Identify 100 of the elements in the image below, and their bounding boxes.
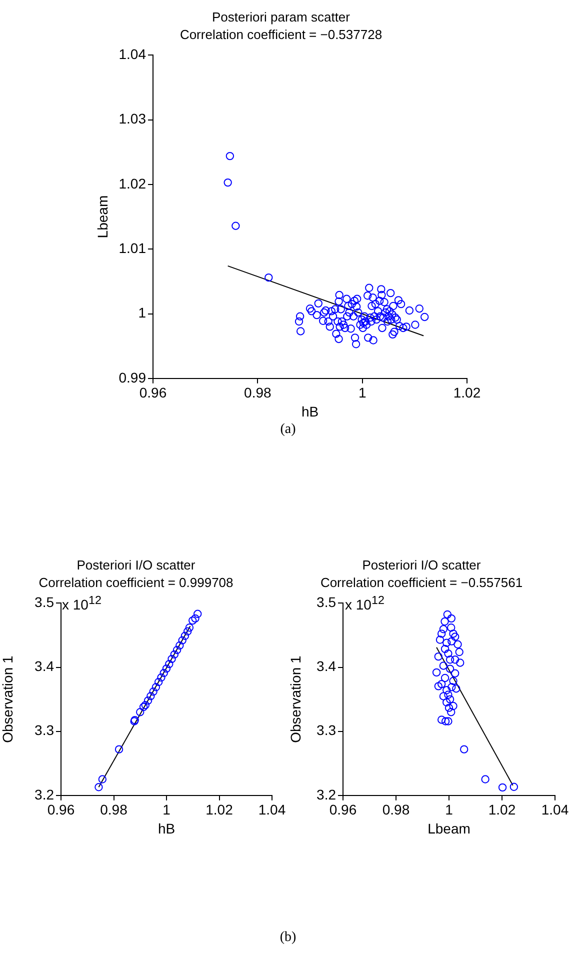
point [444, 704, 454, 712]
point [446, 695, 454, 704]
y-tick-label: 3.3 [316, 722, 336, 738]
point [191, 614, 200, 623]
point [449, 702, 458, 710]
point [449, 676, 458, 686]
point [149, 688, 158, 696]
point [168, 654, 176, 664]
point [447, 614, 456, 623]
x-tick-label: 1.02 [488, 802, 516, 818]
y-tick-label: 1.03 [118, 110, 146, 127]
point [152, 683, 160, 692]
point [437, 630, 446, 638]
point [448, 637, 456, 646]
y-tick-label: 3.5 [34, 594, 54, 610]
x-tick-label: 0.96 [329, 802, 357, 818]
x-tick-label: 0.98 [100, 802, 128, 818]
x-tick-label: 1 [358, 384, 366, 401]
x-tick-label: 0.96 [139, 384, 167, 401]
point [98, 775, 107, 784]
point [165, 660, 174, 668]
point [452, 684, 460, 693]
y-tick-label: 3.5 [316, 594, 336, 610]
x-tick-label: 1.04 [541, 802, 569, 818]
point [450, 656, 460, 664]
x-axis-title: hB [301, 403, 319, 420]
point [442, 698, 451, 706]
point [440, 674, 450, 682]
point [444, 717, 452, 726]
point [144, 696, 152, 705]
point [157, 673, 166, 682]
point [170, 650, 179, 659]
point [447, 624, 456, 632]
point [436, 636, 444, 644]
point [481, 775, 490, 784]
point [146, 692, 155, 700]
y-tick-label: 3.3 [34, 722, 54, 738]
x-axis-title: hB [158, 820, 176, 836]
point [432, 668, 441, 677]
annotation: x 10$^{12}$ [62, 594, 102, 613]
point [176, 641, 184, 650]
y-tick-label: 1.02 [118, 175, 146, 192]
x-tick-label: 1.02 [453, 384, 481, 401]
point [443, 610, 452, 619]
point [442, 686, 451, 694]
point [460, 745, 468, 754]
chart-subtitle: Correlation coefficient = −0.537728 [180, 26, 382, 42]
y-axis-title: Observation 1 [0, 656, 16, 743]
point [114, 745, 124, 754]
point [141, 700, 150, 710]
point [136, 708, 144, 716]
x-tick-label: 1 [445, 802, 454, 818]
point [439, 692, 448, 700]
chart-title: Posteriori I/O scatter [76, 557, 196, 572]
x-tick-label: 1 [162, 802, 171, 818]
point [449, 630, 458, 638]
point [455, 648, 464, 656]
chart-title: Posteriori I/O scatter [362, 557, 482, 572]
point [437, 680, 446, 688]
annotation: x 10$^{12}$ [345, 594, 384, 613]
point [456, 658, 464, 667]
point [442, 638, 451, 647]
point [154, 678, 163, 686]
point [178, 636, 186, 644]
point [440, 644, 450, 654]
y-tick-label: 1.01 [118, 240, 146, 256]
x-axis-title: Lbeam [428, 820, 470, 836]
point [440, 617, 449, 626]
y-tick-label: 3.2 [316, 786, 336, 802]
x-tick-label: 0.96 [47, 802, 75, 818]
x-tick-label: 1.04 [258, 802, 286, 818]
y-tick-label: 1 [138, 304, 146, 321]
chart-subtitle: Correlation coefficient = 0.999708 [38, 574, 234, 590]
y-tick-label: 3.2 [34, 786, 54, 802]
y-axis-title: Observation 1 [287, 656, 304, 743]
point [434, 682, 442, 690]
chart-subtitle: Correlation coefficient = −0.557561 [320, 574, 523, 590]
text: (a) [279, 422, 297, 438]
point [439, 662, 448, 670]
point [172, 646, 182, 654]
point [437, 716, 446, 724]
point [444, 649, 452, 658]
point [454, 640, 462, 648]
x-tick-label: 1.02 [206, 802, 234, 818]
x-tick-label: 0.98 [244, 384, 272, 401]
point [194, 610, 202, 618]
point [94, 783, 103, 792]
point [448, 683, 456, 692]
point [180, 632, 190, 640]
chart-title: Posteriori param scatter [212, 9, 351, 24]
point [439, 625, 448, 634]
y-tick-label: 1.04 [118, 46, 146, 62]
point [450, 669, 460, 678]
point [450, 632, 460, 641]
point [188, 616, 197, 625]
y-tick-label: 3.4 [316, 658, 336, 674]
y-tick-label: 3.4 [34, 658, 54, 674]
point [139, 702, 148, 712]
point [434, 652, 442, 661]
point [185, 624, 194, 632]
